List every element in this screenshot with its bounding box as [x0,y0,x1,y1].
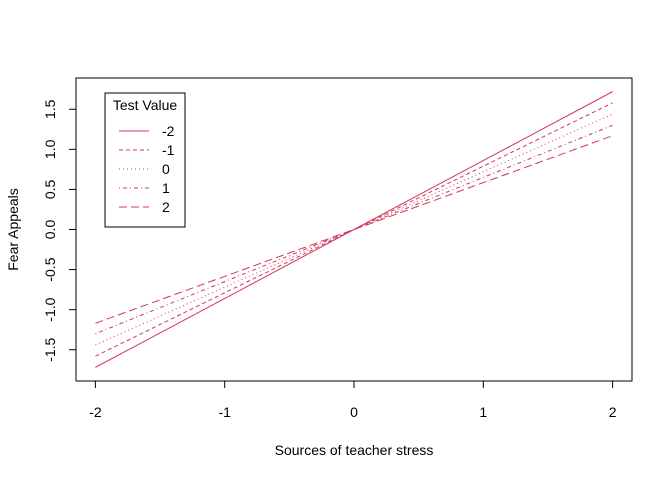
series-line-1 [95,124,613,335]
x-tick-label: -2 [89,404,102,420]
legend-label: 1 [162,180,170,196]
x-axis-title: Sources of teacher stress [275,442,434,458]
y-tick-label: -0.5 [42,257,58,281]
y-axis-title: Fear Appeals [5,188,21,271]
y-tick-label: 1.5 [42,99,58,119]
legend: Test Value -2 -1 0 1 2 [104,92,186,228]
legend-label: -1 [162,142,175,158]
x-tick-label: 2 [609,404,617,420]
x-tick-label: -1 [218,404,231,420]
series-line--1 [95,102,613,357]
x-tick-label: 0 [350,404,358,420]
y-tick-label: 0.5 [42,179,58,199]
legend-title: Test Value [113,97,178,113]
y-tick-label: -1.0 [42,297,58,321]
y-tick-label: 1.0 [42,139,58,159]
legend-label: 0 [162,161,170,177]
legend-label: -2 [162,123,175,139]
legend-label: 2 [162,199,170,215]
legend-box [104,92,186,228]
series-line-2 [95,135,613,324]
y-axis: -1.5 -1.0 -0.5 0.0 0.5 1.0 1.5 [42,99,77,362]
y-tick-label: 0.0 [42,220,58,240]
series-lines [95,91,613,368]
y-tick-label: -1.5 [42,337,58,361]
x-tick-label: 1 [479,404,487,420]
x-axis: -2 -1 0 1 2 [89,380,617,420]
